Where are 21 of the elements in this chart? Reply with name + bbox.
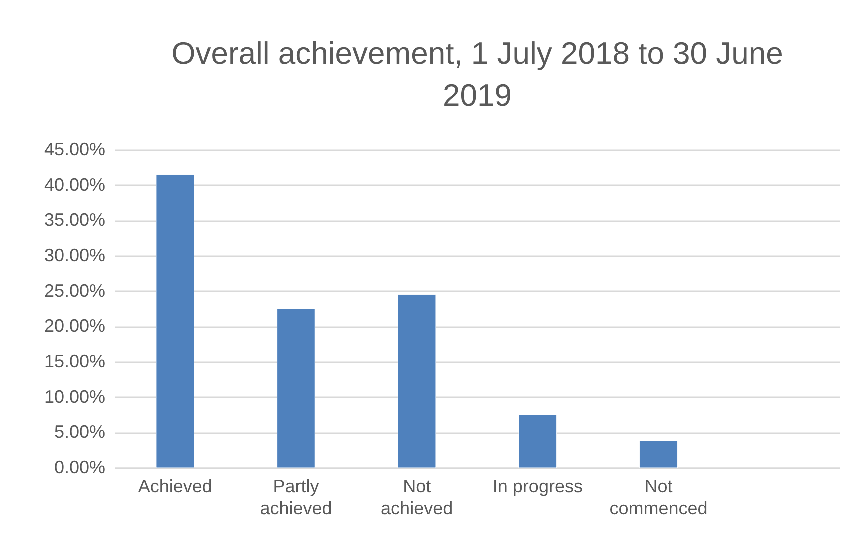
y-tick-label: 0.00% [54,458,106,478]
bar [277,308,316,468]
x-tick-label: Partly achieved [260,476,332,518]
y-tick-label: 45.00% [44,140,106,160]
bar [156,174,195,468]
x-tick-label: Not commenced [610,476,708,518]
y-tick-label: 30.00% [44,246,106,266]
y-tick-label: 25.00% [44,280,106,301]
y-tick-label: 10.00% [44,386,106,407]
bar [640,440,678,468]
x-tick-label: Achieved [138,476,212,496]
y-tick-label: 20.00% [44,316,106,336]
chart-title: Overall achievement, 1 July 2018 to 30 June 2019 [172,36,784,113]
x-tick-label: In progress [492,476,583,496]
bar [518,414,558,468]
y-tick-label: 5.00% [54,422,106,442]
y-tick-label: 35.00% [44,210,106,230]
y-tick-label: 15.00% [44,352,106,372]
bar [398,294,436,468]
y-tick-label: 40.00% [44,174,106,195]
x-tick-label: Not achieved [381,476,454,518]
